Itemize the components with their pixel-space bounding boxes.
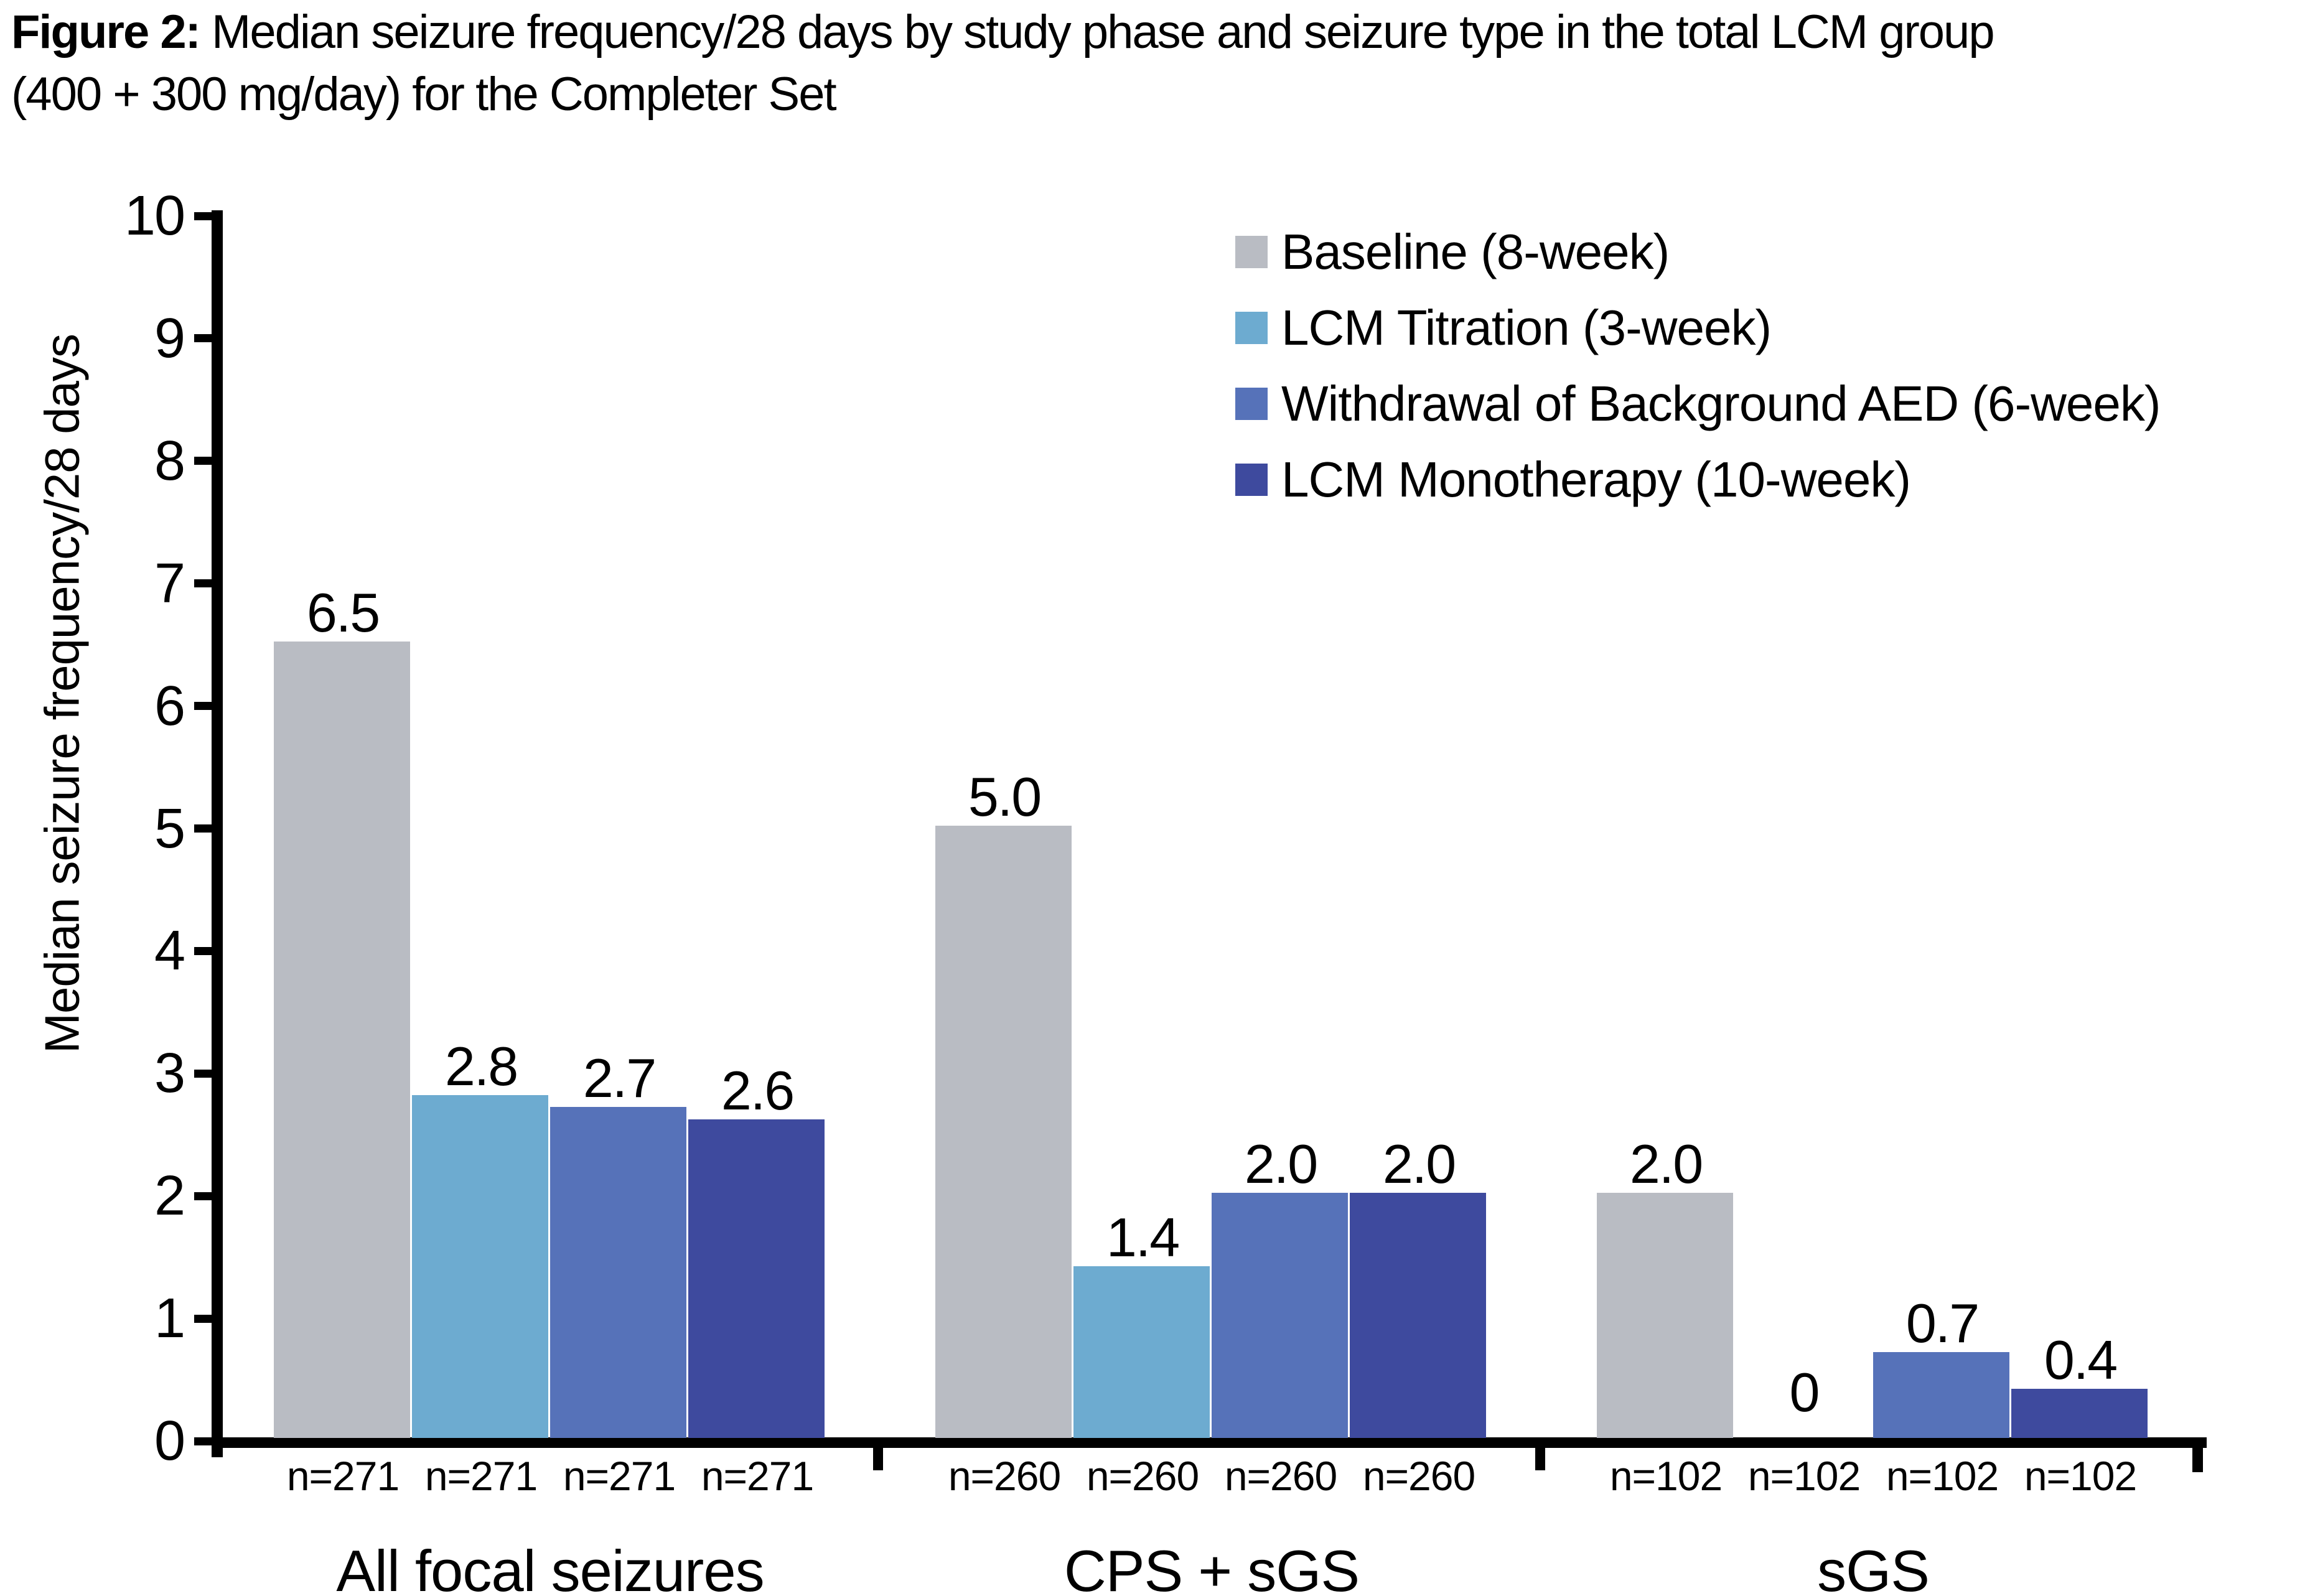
bar-value-label-g0-s2: 2.7	[582, 1047, 657, 1109]
legend-label-0: Baseline (8-week)	[1281, 224, 1670, 279]
legend-item-3: LCM Monotherapy (10-week)	[1235, 452, 2161, 507]
y-tick-6	[194, 702, 212, 711]
n-label-g2-s3: n=102	[2024, 1453, 2137, 1499]
legend-item-2: Withdrawal of Background AED (6-week)	[1235, 376, 2161, 431]
bar-value-label-g0-s3: 2.6	[721, 1060, 795, 1122]
y-tick-label-5: 5	[154, 797, 185, 860]
y-tick-label-4: 4	[154, 920, 185, 982]
n-label-g1-s3: n=260	[1362, 1453, 1475, 1499]
legend-label-2: Withdrawal of Background AED (6-week)	[1281, 376, 2161, 431]
y-tick-label-8: 8	[154, 429, 185, 492]
y-tick-label-3: 3	[154, 1042, 185, 1105]
legend-item-1: LCM Titration (3-week)	[1235, 301, 2161, 355]
x-axis-line	[212, 1437, 2207, 1448]
bar-value-label-g1-s2: 2.0	[1244, 1133, 1318, 1195]
bar-cps-sgs-s2	[1212, 1193, 1348, 1438]
y-tick-label-9: 9	[154, 307, 185, 370]
y-tick-2	[194, 1192, 212, 1200]
category-label-all-focal-seizures: All focal seizures	[336, 1538, 764, 1596]
bar-cps-sgs-s1	[1073, 1266, 1210, 1438]
figure-title-line2: (400 + 300 mg/day) for the Completer Set	[11, 68, 837, 121]
y-tick-4	[194, 946, 212, 955]
y-tick-3	[194, 1069, 212, 1078]
n-label-g1-s1: n=260	[1086, 1453, 1199, 1499]
legend-swatch-0	[1235, 236, 1268, 268]
bar-cps-sgs-s0	[935, 825, 1072, 1438]
x-axis-boundary-tick-2	[1535, 1445, 1545, 1470]
n-label-g0-s1: n=271	[424, 1453, 538, 1499]
n-label-g1-s0: n=260	[948, 1453, 1061, 1499]
n-label-g0-s2: n=271	[563, 1453, 676, 1499]
y-tick-label-10: 10	[124, 185, 185, 247]
legend-swatch-1	[1235, 312, 1268, 344]
y-tick-0	[194, 1437, 212, 1445]
n-label-g2-s1: n=102	[1747, 1453, 1861, 1499]
bar-all-focal-seizures-s0	[274, 642, 410, 1438]
y-tick-10	[194, 212, 212, 220]
bar-all-focal-seizures-s3	[688, 1119, 825, 1438]
bar-value-label-g1-s3: 2.0	[1382, 1133, 1456, 1195]
bar-all-focal-seizures-s2	[550, 1107, 686, 1438]
n-label-g2-s2: n=102	[1886, 1453, 1999, 1499]
bar-value-label-g0-s0: 6.5	[306, 582, 380, 644]
n-label-g1-s2: n=260	[1224, 1453, 1337, 1499]
bar-value-label-g1-s1: 1.4	[1106, 1206, 1180, 1269]
bar-sgs-s3	[2011, 1389, 2148, 1438]
y-tick-5	[194, 824, 212, 833]
y-tick-label-1: 1	[154, 1287, 185, 1350]
bar-value-label-g1-s0: 5.0	[968, 765, 1042, 828]
legend-swatch-2	[1235, 388, 1268, 420]
y-tick-label-2: 2	[154, 1165, 185, 1228]
legend-item-0: Baseline (8-week)	[1235, 225, 2161, 279]
bar-sgs-s0	[1597, 1193, 1733, 1438]
y-axis-line	[212, 210, 223, 1457]
category-label-sgs: sGS	[1817, 1538, 1930, 1596]
bar-value-label-g2-s2: 0.7	[1905, 1292, 1980, 1355]
y-tick-9	[194, 334, 212, 343]
legend-label-1: LCM Titration (3-week)	[1281, 300, 1772, 355]
figure-title-line1: Figure 2: Median seizure frequency/28 da…	[11, 1, 1995, 63]
x-axis-boundary-tick-1	[873, 1445, 883, 1470]
category-label-cps-sgs: CPS + sGS	[1064, 1538, 1360, 1596]
bar-value-label-g2-s1: 0	[1789, 1361, 1820, 1423]
y-tick-label-6: 6	[154, 674, 185, 737]
y-tick-8	[194, 457, 212, 465]
legend: Baseline (8-week) LCM Titration (3-week) W…	[1235, 225, 2161, 507]
bar-cps-sgs-s3	[1350, 1193, 1486, 1438]
y-tick-label-0: 0	[154, 1410, 185, 1472]
legend-swatch-3	[1235, 464, 1268, 496]
n-label-g0-s0: n=271	[286, 1453, 400, 1499]
bar-value-label-g2-s0: 2.0	[1629, 1133, 1703, 1195]
y-tick-7	[194, 579, 212, 588]
bar-sgs-s2	[1873, 1352, 2009, 1438]
bar-value-label-g2-s3: 0.4	[2044, 1329, 2118, 1391]
n-label-g2-s0: n=102	[1609, 1453, 1723, 1499]
n-label-g0-s3: n=271	[701, 1453, 814, 1499]
bar-value-label-g0-s1: 2.8	[444, 1035, 518, 1097]
y-tick-1	[194, 1314, 212, 1323]
figure-number-label: Figure 2:	[11, 6, 201, 58]
bar-all-focal-seizures-s1	[412, 1094, 548, 1438]
figure-title-text: Median seizure frequency/28 days by stud…	[199, 6, 1995, 58]
x-axis-end-tick	[2192, 1437, 2203, 1472]
legend-label-3: LCM Monotherapy (10-week)	[1281, 452, 1911, 507]
y-tick-label-7: 7	[154, 552, 185, 615]
